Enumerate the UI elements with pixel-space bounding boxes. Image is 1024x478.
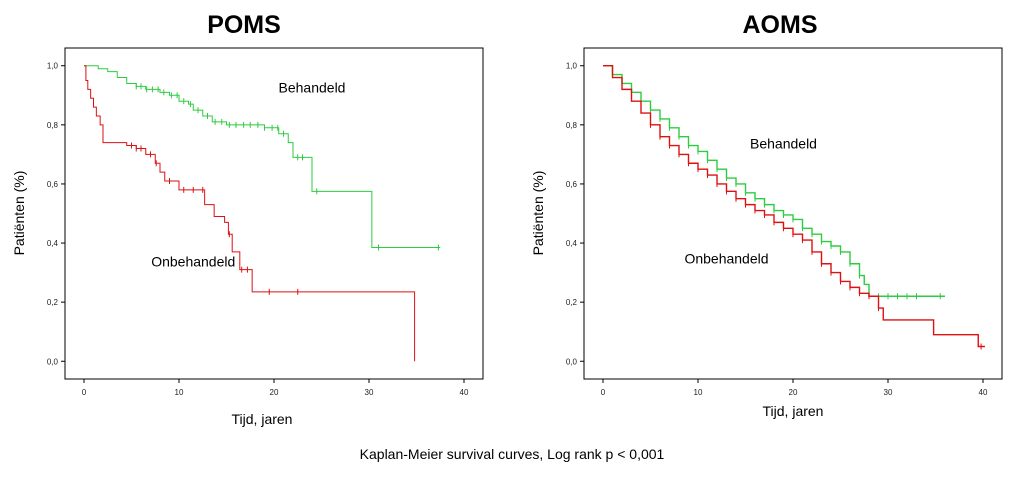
aoms-y-tick-label: 0,4 bbox=[566, 239, 578, 248]
aoms-annotation-onbehandeld: Onbehandeld bbox=[684, 251, 768, 267]
aoms-x-tick-label: 40 bbox=[979, 388, 988, 397]
poms-annotation-behandeld: Behandeld bbox=[279, 79, 346, 95]
aoms-y-tick-label: 0,0 bbox=[566, 357, 578, 366]
aoms-y-tick-label: 0,2 bbox=[566, 298, 578, 307]
poms-title: POMS bbox=[207, 11, 281, 39]
aoms-onbehandeld-curve bbox=[603, 65, 985, 348]
aoms-plot-frame bbox=[583, 47, 1003, 380]
poms-y-tick-label: 1,0 bbox=[47, 62, 59, 71]
aoms-y-axis-label: Patiënten (%) bbox=[530, 171, 546, 256]
poms-annotation-onbehandeld: Onbehandeld bbox=[151, 254, 235, 270]
poms-x-tick-label: 10 bbox=[175, 388, 184, 397]
aoms-title: AOMS bbox=[743, 11, 818, 39]
poms-x-axis-label: Tijd, jaren bbox=[232, 411, 293, 427]
poms-x-tick-label: 30 bbox=[365, 388, 374, 397]
poms-y-tick-label: 0,0 bbox=[47, 357, 59, 366]
aoms-y-tick-label: 0,8 bbox=[566, 121, 578, 130]
poms-x-tick-label: 40 bbox=[460, 388, 469, 397]
poms-plot-frame bbox=[64, 47, 484, 380]
poms-x-tick-label: 0 bbox=[82, 388, 87, 397]
aoms-x-tick-label: 30 bbox=[884, 388, 893, 397]
poms-y-tick-label: 0,6 bbox=[47, 180, 59, 189]
aoms-x-tick-label: 20 bbox=[789, 388, 798, 397]
poms-y-tick-label: 0,8 bbox=[47, 121, 59, 130]
poms-y-tick-label: 0,2 bbox=[47, 298, 59, 307]
poms-onbehandeld-curve bbox=[84, 65, 416, 362]
aoms-x-tick-label: 0 bbox=[601, 388, 606, 397]
aoms-y-tick-label: 0,6 bbox=[566, 180, 578, 189]
poms-panel: POMS Patiënten (%) Tijd, jaren 0 10 20 30 40… bbox=[11, 11, 484, 427]
poms-behandeld-curve bbox=[84, 65, 441, 248]
aoms-panel: AOMS Patiënten (%) Tijd, jaren 0 10 20 30 40… bbox=[530, 11, 1003, 419]
aoms-x-tick-label: 10 bbox=[694, 388, 703, 397]
poms-y-tick-label: 0,4 bbox=[47, 239, 59, 248]
figure-caption: Kaplan-Meier survival curves, Log rank p… bbox=[360, 446, 665, 462]
poms-x-tick-label: 20 bbox=[270, 388, 279, 397]
aoms-annotation-behandeld: Behandeld bbox=[750, 135, 817, 151]
poms-y-axis-label: Patiënten (%) bbox=[11, 171, 27, 256]
aoms-x-axis-label: Tijd, jaren bbox=[763, 403, 824, 419]
aoms-y-tick-label: 1,0 bbox=[566, 62, 578, 71]
